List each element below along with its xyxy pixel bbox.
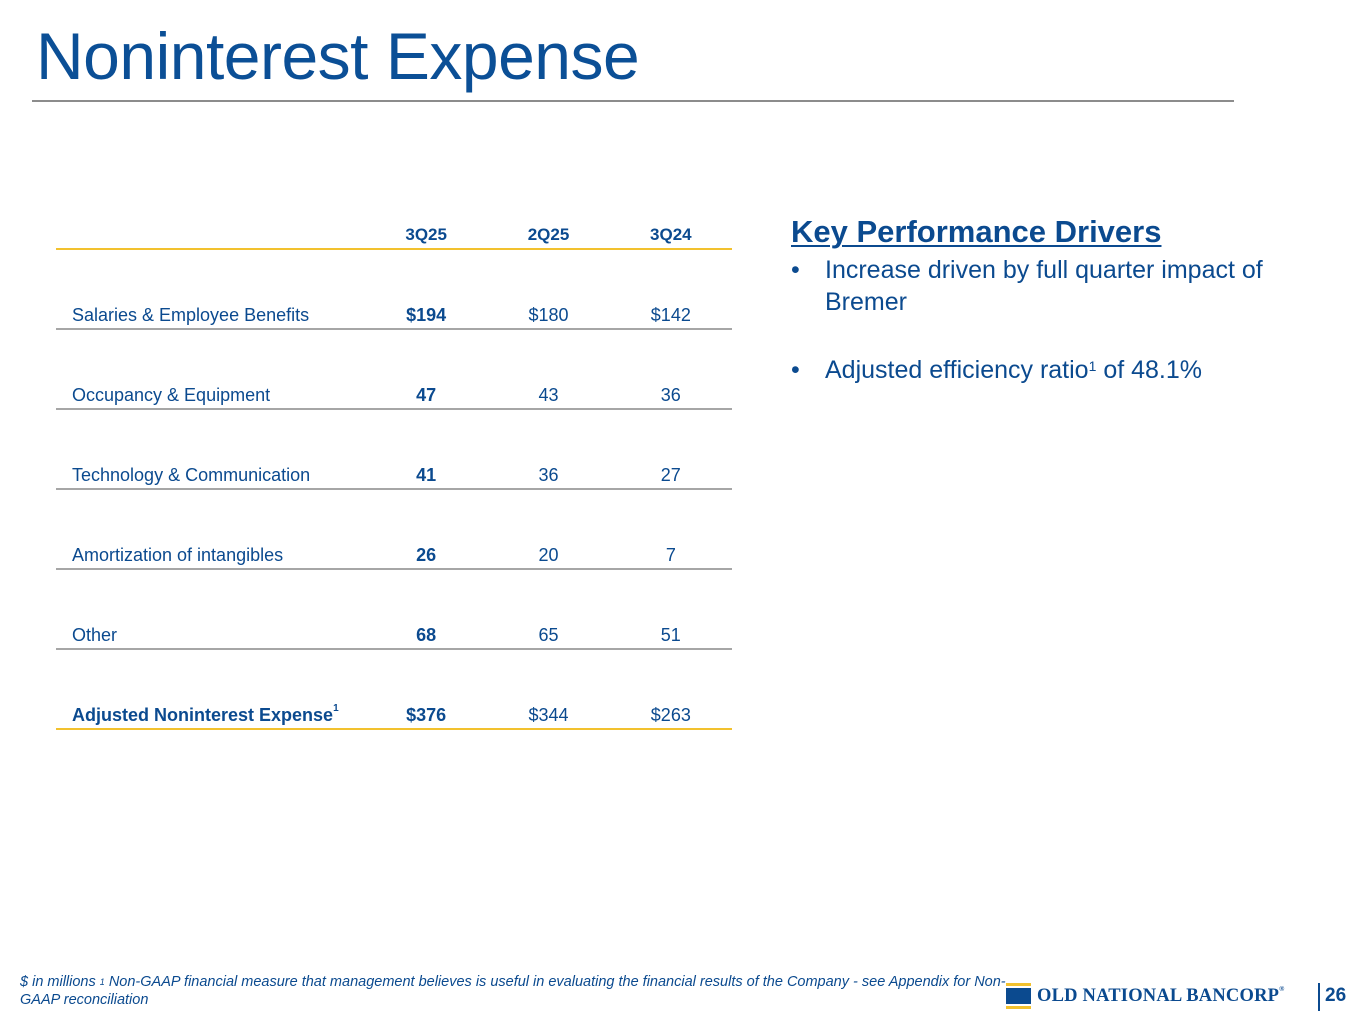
- table-header-row: 3Q25 2Q25 3Q24: [56, 220, 732, 250]
- drivers-heading: Key Performance Drivers: [791, 214, 1162, 249]
- table-row: Salaries & Employee Benefits $194 $180 $…: [56, 250, 732, 330]
- expense-table: 3Q25 2Q25 3Q24 Salaries & Employee Benef…: [56, 220, 732, 730]
- cell-2q25: $180: [528, 305, 569, 325]
- table-row: Amortization of intangibles 26 20 7: [56, 490, 732, 570]
- row-label: Amortization of intangibles: [72, 545, 284, 565]
- footnote-marker: 1: [333, 703, 339, 714]
- column-header-3q25: 3Q25: [405, 225, 447, 244]
- footnote-units: $ in millions: [20, 974, 100, 990]
- page-number-divider: [1318, 983, 1320, 1011]
- cell-3q24: 27: [660, 465, 681, 485]
- key-drivers-panel: Key Performance Drivers • Increase drive…: [791, 214, 1331, 386]
- driver-bullet: • Increase driven by full quarter impact…: [791, 254, 1331, 318]
- footnote: $ in millions 1 Non-GAAP financial measu…: [20, 973, 1010, 1009]
- cell-2q25: 43: [538, 385, 559, 405]
- title-divider: [32, 100, 1234, 102]
- row-label: Other: [72, 625, 118, 645]
- column-header-2q25: 2Q25: [527, 225, 570, 244]
- table-row: Other 68 65 51: [56, 570, 732, 650]
- bullet-text-start: Adjusted efficiency ratio: [825, 356, 1089, 384]
- cell-3q24: 7: [665, 545, 676, 565]
- page-number: 26: [1325, 985, 1347, 1006]
- cell-3q25: 47: [416, 385, 437, 405]
- cell-3q24: $142: [650, 305, 691, 325]
- table-row: Occupancy & Equipment 47 43 36: [56, 330, 732, 410]
- bullet-text: Increase driven by full quarter impact o…: [825, 256, 1263, 316]
- total-3q25: $376: [406, 705, 447, 725]
- bullet-text-end: of 48.1%: [1096, 356, 1203, 384]
- bullet-marker: •: [791, 356, 800, 384]
- footnote-text: Non-GAAP financial measure that manageme…: [20, 974, 1006, 1008]
- driver-bullet: • Adjusted efficiency ratio1 of 48.1%: [791, 354, 1331, 386]
- registered-mark: ®: [1279, 984, 1285, 993]
- logo-wordmark: OLD NATIONAL BANCORP®: [1037, 984, 1285, 1007]
- table-total-row: Adjusted Noninterest Expense1 $376 $344 …: [56, 650, 732, 730]
- bullet-marker: •: [791, 256, 800, 284]
- cell-3q24: 36: [660, 385, 681, 405]
- total-label-text: Adjusted Noninterest Expense: [72, 705, 334, 725]
- row-label: Technology & Communication: [72, 465, 311, 485]
- page-title: Noninterest Expense: [36, 19, 640, 93]
- logo-mark-icon: [1006, 983, 1031, 1009]
- cell-2q25: 36: [538, 465, 559, 485]
- cell-3q25: 26: [416, 545, 437, 565]
- footnote-marker: 1: [99, 977, 105, 987]
- total-3q24: $263: [650, 705, 691, 725]
- footnote-marker: 1: [1088, 358, 1097, 374]
- cell-2q25: 65: [538, 625, 559, 645]
- cell-3q25: 68: [416, 625, 437, 645]
- row-label: Occupancy & Equipment: [72, 385, 271, 405]
- table-row: Technology & Communication 41 36 27: [56, 410, 732, 490]
- column-header-3q24: 3Q24: [650, 225, 692, 244]
- company-logo: OLD NATIONAL BANCORP®: [1006, 983, 1285, 1009]
- cell-3q24: 51: [660, 625, 681, 645]
- logo-name: OLD NATIONAL BANCORP: [1037, 985, 1280, 1006]
- total-2q25: $344: [528, 705, 569, 725]
- total-label: Adjusted Noninterest Expense1: [56, 703, 365, 728]
- cell-3q25: $194: [406, 305, 447, 325]
- cell-3q25: 41: [416, 465, 437, 485]
- row-label: Salaries & Employee Benefits: [72, 305, 310, 325]
- cell-2q25: 20: [538, 545, 559, 565]
